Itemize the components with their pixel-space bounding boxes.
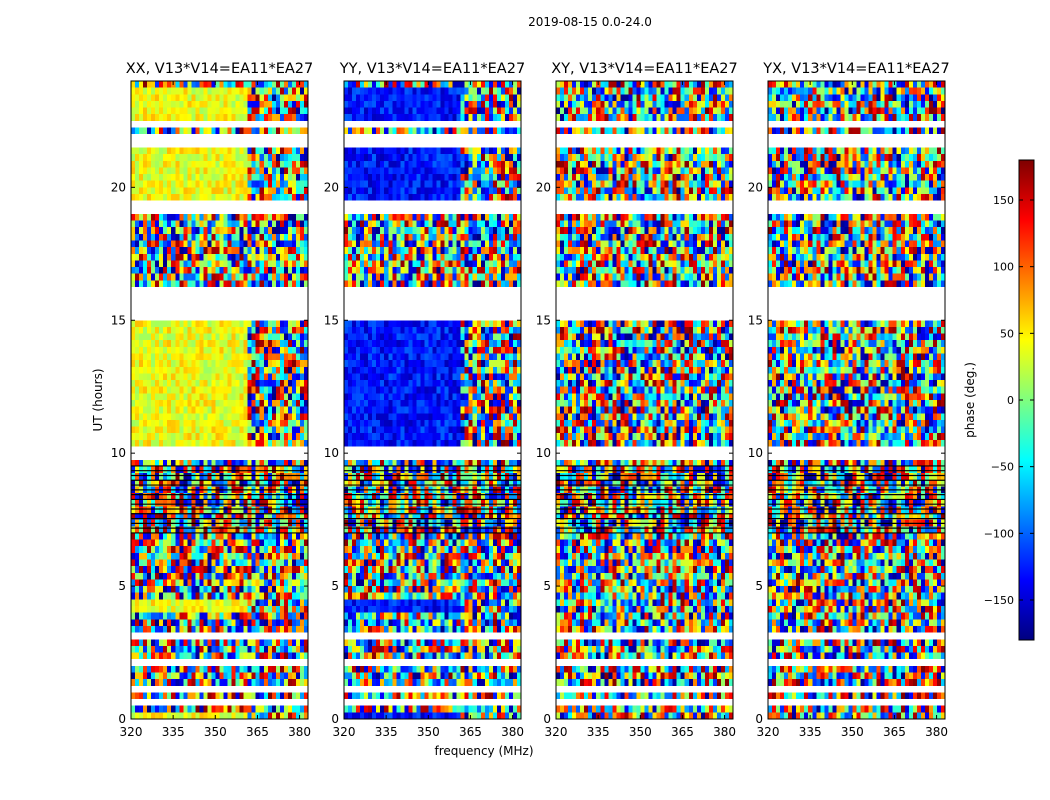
y-tick-label: 0 (543, 712, 551, 726)
y-tick-label: 0 (755, 712, 763, 726)
panel-title-1: YY, V13*V14=EA11*EA27 (339, 61, 525, 77)
panel-0: XX, V13*V14=EA11*EA27 320 335 350 365 380 0 5 10… (111, 61, 314, 739)
y-tick-label: 15 (111, 313, 126, 327)
x-tick-label: 320 (333, 725, 356, 739)
colorbar: −150 −100 −50 0 50 100 150 phase (deg.) (963, 159, 1035, 641)
y-tick-label: 10 (536, 446, 551, 460)
x-tick-label: 365 (246, 725, 269, 739)
y-tick-label: 5 (331, 579, 339, 593)
colorbar-tick-label: −150 (984, 594, 1014, 607)
panel-title-3: YX, V13*V14=EA11*EA27 (762, 61, 949, 77)
x-tick-label: 365 (671, 725, 694, 739)
y-tick-label: 15 (536, 313, 551, 327)
phase-heatmap-2 (556, 81, 733, 719)
figure-suptitle: 2019-08-15 0.0-24.0 (528, 15, 652, 29)
x-tick-label: 335 (375, 725, 398, 739)
x-tick-label: 350 (841, 725, 864, 739)
panel-3: YX, V13*V14=EA11*EA27 320 335 350 365 380 0 5 10… (748, 61, 950, 739)
y-tick-label: 15 (324, 313, 339, 327)
phase-heatmap-1 (344, 81, 521, 719)
y-tick-label: 20 (748, 180, 763, 194)
y-tick-label: 5 (755, 579, 763, 593)
x-tick-label: 320 (545, 725, 568, 739)
y-tick-label: 10 (324, 446, 339, 460)
y-tick-label: 0 (118, 712, 126, 726)
y-tick-label: 0 (331, 712, 339, 726)
x-tick-label: 365 (883, 725, 906, 739)
x-tick-label: 335 (162, 725, 185, 739)
axes-frame-1 (343, 80, 522, 720)
panel-title-2: XY, V13*V14=EA11*EA27 (551, 61, 737, 77)
y-tick-label: 10 (111, 446, 126, 460)
y-tick-label: 5 (118, 579, 126, 593)
y-axis-label: UT (hours) (91, 368, 105, 431)
x-tick-label: 350 (417, 725, 440, 739)
colorbar-tick-label: 0 (1007, 394, 1014, 407)
x-tick-label: 365 (459, 725, 482, 739)
y-tick-label: 20 (536, 180, 551, 194)
colorbar-tick-label: 150 (993, 194, 1014, 207)
x-tick-label: 380 (713, 725, 736, 739)
y-tick-label: 20 (324, 180, 339, 194)
x-tick-label: 380 (925, 725, 948, 739)
x-tick-label: 380 (288, 725, 311, 739)
y-tick-label: 15 (748, 313, 763, 327)
x-tick-label: 320 (120, 725, 143, 739)
y-tick-label: 10 (748, 446, 763, 460)
colorbar-tick-label: 100 (993, 261, 1014, 274)
colorbar-tick-label: −100 (984, 527, 1014, 540)
phase-heatmap-0 (131, 81, 308, 719)
x-axis-label: frequency (MHz) (434, 744, 533, 758)
panels: XX, V13*V14=EA11*EA27 320 335 350 365 380 0 5 10… (111, 61, 950, 739)
phase-heatmap-3 (768, 81, 945, 719)
colorbar-tick-label: −50 (991, 461, 1014, 474)
axes-frame-2 (555, 80, 734, 720)
x-tick-label: 335 (799, 725, 822, 739)
x-tick-label: 350 (204, 725, 227, 739)
panel-1: YY, V13*V14=EA11*EA27 320 335 350 365 380 0 5 10… (324, 61, 525, 739)
x-tick-label: 380 (501, 725, 524, 739)
axes-frame-0 (130, 80, 309, 720)
y-tick-label: 20 (111, 180, 126, 194)
panel-title-0: XX, V13*V14=EA11*EA27 (126, 61, 314, 77)
colorbar-tick-label: 50 (1000, 327, 1014, 340)
colorbar-label: phase (deg.) (963, 362, 977, 438)
axes-frame-3 (767, 80, 946, 720)
x-tick-label: 320 (757, 725, 780, 739)
x-tick-label: 335 (587, 725, 610, 739)
y-tick-label: 5 (543, 579, 551, 593)
x-tick-label: 350 (629, 725, 652, 739)
panel-2: XY, V13*V14=EA11*EA27 320 335 350 365 380 0 5 10… (536, 61, 738, 739)
